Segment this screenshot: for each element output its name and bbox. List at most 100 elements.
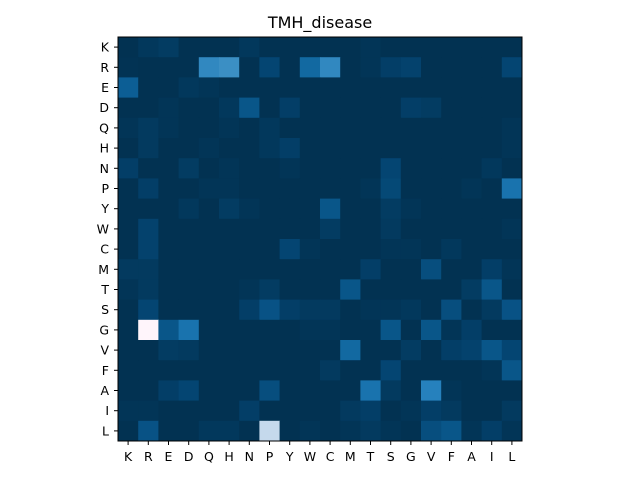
heatmap-cell [138,239,159,260]
heatmap-cell [279,380,301,402]
heatmap-cell [219,380,240,402]
heatmap-cell [259,37,281,58]
heatmap-cell [239,319,260,341]
heatmap-cell [421,218,442,240]
heatmap-cell [239,279,260,301]
heatmap-cell [461,259,483,280]
heatmap-cell [380,218,402,240]
heatmap-cell [118,117,139,139]
heatmap-cell [299,158,321,179]
heatmap-cell [400,158,422,179]
heatmap-cell [461,400,483,422]
heatmap-cell [421,299,442,321]
heatmap-cell [299,340,321,361]
heatmap-cell [340,239,361,260]
heatmap-cell [138,57,159,78]
heatmap-cell [279,37,301,58]
heatmap-cell [299,319,321,341]
heatmap-cell [360,117,382,139]
heatmap-cell [198,57,220,78]
heatmap-cell [360,77,382,99]
heatmap-cell [441,198,462,220]
heatmap-cell [441,138,462,159]
heatmap-cell [340,37,361,58]
heatmap-cell [198,138,220,159]
heatmap-cell [178,360,200,381]
heatmap-cells [118,37,523,442]
heatmap-cell [279,138,301,159]
heatmap-cell [441,299,462,321]
heatmap-cell [178,37,200,58]
heatmap-cell [461,37,483,58]
y-tick-label: V [100,343,109,358]
heatmap-cell [481,37,503,58]
heatmap-cell [239,239,260,260]
heatmap-cell [400,259,422,280]
heatmap-cell [421,138,442,159]
heatmap-cell [158,138,180,159]
y-tick-label: A [100,383,109,398]
heatmap-cell [320,420,341,442]
heatmap-cell [461,340,483,361]
heatmap-cell [299,400,321,422]
heatmap-cell [501,299,523,321]
heatmap-cell [360,138,382,159]
heatmap-cell [400,97,422,119]
heatmap-cell [219,37,240,58]
heatmap-cell [360,218,382,240]
y-tick-label: M [98,262,109,277]
heatmap-cell [118,380,139,402]
y-tick-label: W [97,221,109,236]
heatmap-cell [239,117,260,139]
heatmap-cell [178,319,200,341]
heatmap-cell [340,380,361,402]
heatmap-cell [178,97,200,119]
heatmap-cell [158,259,180,280]
heatmap-cell [380,158,402,179]
heatmap-cell [461,57,483,78]
heatmap-cell [299,138,321,159]
heatmap-cell [461,158,483,179]
heatmap-cell [360,299,382,321]
y-tick-label: C [100,242,109,257]
heatmap-cell [259,57,281,78]
heatmap-cell [259,239,281,260]
heatmap-cell [340,259,361,280]
heatmap-cell [299,299,321,321]
heatmap-cell [219,178,240,200]
heatmap-cell [178,158,200,179]
heatmap-cell [481,299,503,321]
heatmap-cell [380,299,402,321]
heatmap-cell [380,138,402,159]
heatmap-cell [481,420,503,442]
heatmap-cell [441,218,462,240]
heatmap-cell [178,400,200,422]
heatmap-cell [400,319,422,341]
heatmap-cell [198,158,220,179]
heatmap-cell [441,37,462,58]
heatmap-cell [118,420,139,442]
heatmap-cell [198,279,220,301]
heatmap-cell [320,360,341,381]
heatmap-cell [400,218,422,240]
heatmap-cell [198,37,220,58]
heatmap-cell [138,319,159,341]
heatmap-cell [340,279,361,301]
heatmap-cell [360,360,382,381]
heatmap-cell [299,360,321,381]
heatmap-cell [441,97,462,119]
heatmap-cell [481,400,503,422]
heatmap-cell [501,319,523,341]
heatmap-cell [279,97,301,119]
heatmap-cell [259,319,281,341]
heatmap-cell [239,37,260,58]
heatmap-cell [219,319,240,341]
heatmap-cell [461,299,483,321]
heatmap-cell [118,77,139,99]
heatmap-cell [239,178,260,200]
heatmap-cell [279,340,301,361]
y-tick-label: Q [99,120,109,135]
heatmap-cell [380,239,402,260]
heatmap-cell [259,400,281,422]
